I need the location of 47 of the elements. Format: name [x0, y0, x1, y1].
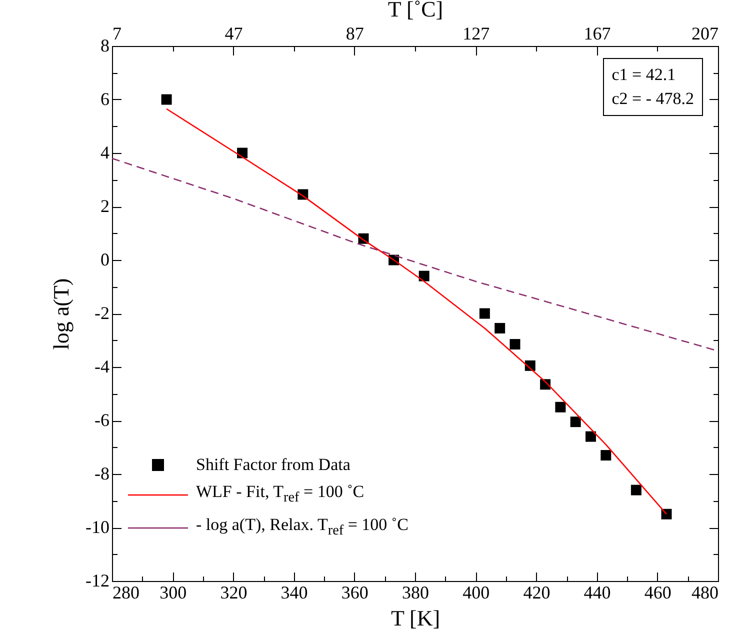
point	[630, 484, 642, 496]
x-tick-label: 300	[160, 582, 187, 602]
x-tick-label: 400	[462, 582, 490, 602]
y-tick-label: 0	[100, 250, 110, 270]
x-tick-label: 460	[644, 582, 672, 602]
legend-label: WLF - Fit, T$_{ref}$ = 100 ˚C	[196, 481, 364, 508]
x-tick-label: 420	[523, 582, 550, 602]
y-tick-label: 4	[100, 142, 110, 162]
point	[585, 431, 596, 442]
x-axis-title: T [K]	[390, 606, 440, 630]
x-tick-label: 440	[584, 582, 611, 602]
y-tick-label: -8	[94, 464, 110, 484]
x2-tick-label: 127	[462, 24, 490, 44]
point	[510, 339, 520, 350]
point	[555, 402, 566, 412]
x2-tick-label: 167	[584, 24, 611, 44]
x-tick-label: 340	[280, 582, 308, 602]
legend-label: - log a(T), Relax. T$_{ref}$ = 100 ˚C	[196, 514, 408, 541]
y-tick-label: 2	[100, 196, 110, 216]
y-tick-label: -2	[94, 303, 110, 323]
x-tick-label: 480	[692, 582, 718, 602]
x2-tick-label: 207	[692, 24, 718, 44]
x-tick-label: 380	[402, 582, 429, 602]
x-tick-label: 360	[341, 582, 368, 602]
y-tick-label: -4	[94, 356, 110, 376]
point	[479, 308, 490, 319]
x-tick-label: 320	[220, 582, 248, 602]
annotation: c1 = 42.1	[612, 64, 677, 86]
point	[494, 322, 506, 334]
x-tick-label: 280	[112, 582, 140, 602]
point	[570, 416, 581, 428]
y-tick-label: -12	[86, 570, 110, 590]
y-tick-label: -10	[86, 517, 110, 537]
y-axis-title: log a(T)	[48, 278, 74, 350]
x2-tick-label: 7	[112, 24, 122, 44]
x2-tick-label: 87	[346, 24, 364, 44]
legend-label: Shift Factor from Data	[196, 454, 350, 476]
point	[600, 450, 612, 461]
point	[161, 94, 172, 105]
point	[661, 508, 672, 520]
annotation: c2 = - 478.2	[612, 88, 694, 110]
y-tick-label: 8	[100, 36, 110, 56]
y-tick-label: 6	[100, 89, 110, 109]
x2-axis-title: T [˚C]	[388, 0, 444, 22]
point	[418, 270, 430, 282]
y-tick-label: -6	[94, 410, 110, 430]
x2-tick-label: 47	[224, 24, 243, 44]
